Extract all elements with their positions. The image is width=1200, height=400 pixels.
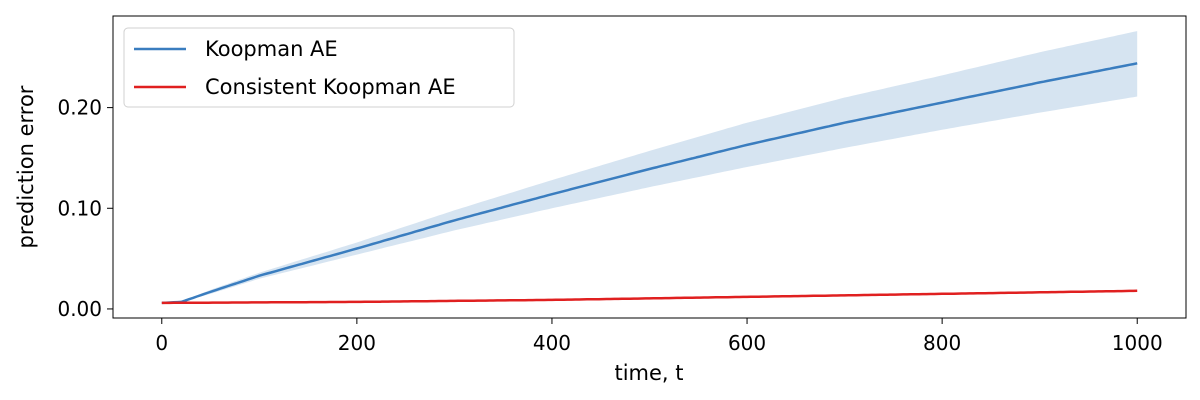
y-tick-label: 0.20 — [57, 96, 102, 120]
y-tick-label: 0.10 — [57, 196, 102, 220]
legend-box — [123, 27, 515, 108]
x-tick-label: 0 — [155, 331, 168, 355]
plot-area — [161, 31, 1138, 305]
x-tick-label: 800 — [923, 331, 961, 355]
legend: Koopman AE Consistent Koopman AE — [123, 27, 515, 108]
x-tick-label: 200 — [338, 331, 376, 355]
y-tick-label: 0.00 — [57, 297, 102, 321]
x-tick-label: 400 — [533, 331, 571, 355]
series-1-line — [161, 289, 1138, 305]
legend-label-0: Koopman AE — [205, 37, 338, 61]
axes: 0 200 400 600 800 1000 0.00 0.10 0.20 — [57, 15, 1187, 355]
x-axis-label: time, t — [614, 361, 683, 385]
legend-label-1: Consistent Koopman AE — [205, 75, 456, 99]
x-tick-label: 600 — [728, 331, 766, 355]
x-tick-label: 1000 — [1112, 331, 1163, 355]
y-axis-label: prediction error — [14, 85, 38, 248]
series-0-line — [161, 62, 1138, 305]
plot-frame — [112, 15, 1187, 319]
